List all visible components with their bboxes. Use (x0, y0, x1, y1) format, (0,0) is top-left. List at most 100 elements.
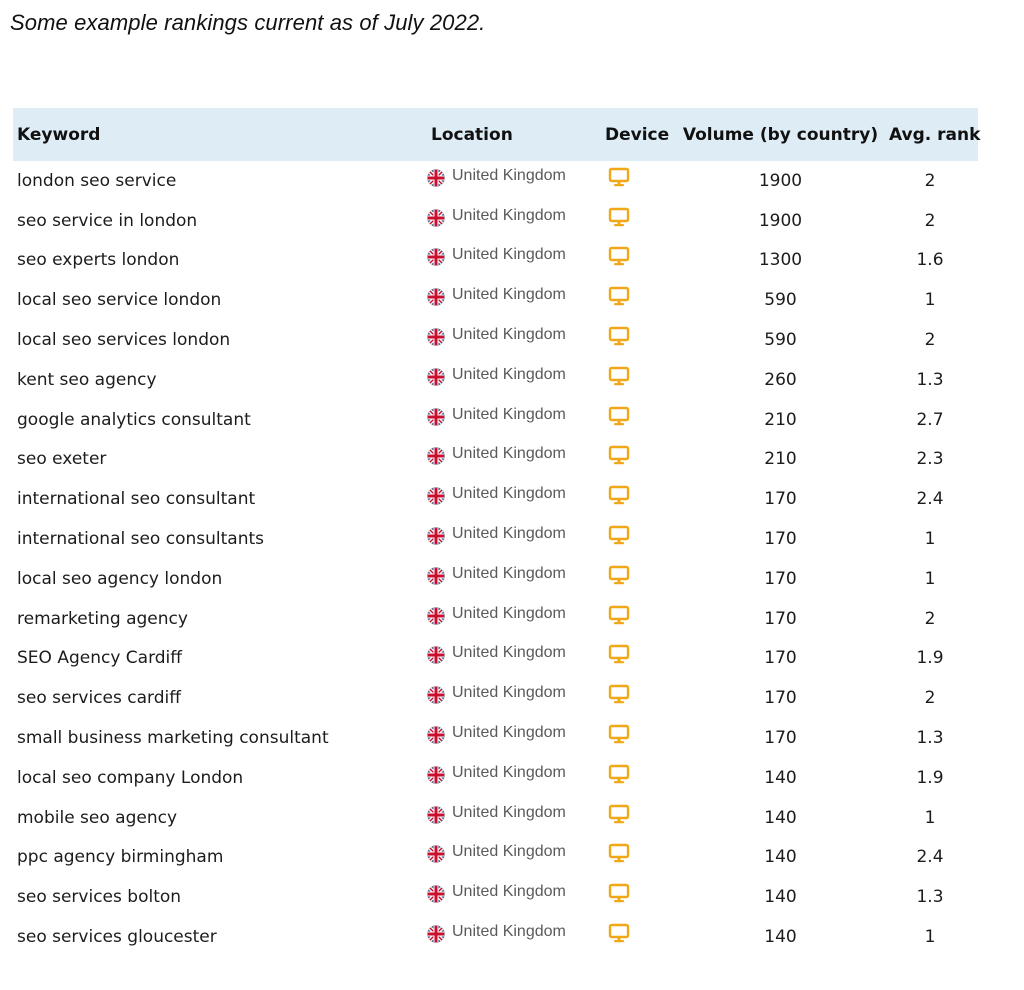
location-label: United Kingdom (452, 525, 566, 543)
location-cell: United Kingdom (426, 605, 601, 628)
table-row: seo service in london United Kingdom 1900 2 (13, 201, 978, 241)
desktop-monitor-icon (608, 366, 630, 386)
rank-cell: 2 (924, 210, 936, 231)
rank-cell: 2.4 (916, 847, 944, 868)
device-cell (601, 167, 679, 191)
desktop-monitor-icon (608, 287, 630, 306)
uk-flag-icon (427, 885, 445, 903)
volume-cell: 1900 (758, 210, 803, 231)
location-label: United Kingdom (452, 803, 566, 821)
keyword-cell: international seo consultants (17, 529, 264, 550)
location-cell: United Kingdom (426, 565, 601, 588)
device-cell (601, 525, 679, 549)
location-cell: United Kingdom (426, 883, 601, 906)
location-cell: United Kingdom (426, 246, 601, 269)
device-cell (601, 923, 679, 947)
desktop-monitor-icon (608, 884, 630, 903)
uk-flag-icon (427, 407, 445, 426)
device-cell (601, 446, 679, 469)
location-cell: United Kingdom (426, 684, 601, 707)
volume-cell: 170 (764, 728, 797, 749)
table-row: remarketing agency United Kingdom 170 2 (13, 599, 978, 639)
uk-flag-icon (427, 925, 445, 943)
uk-flag-icon (427, 567, 445, 585)
rank-cell: 2 (924, 608, 936, 629)
volume-cell: 590 (764, 330, 797, 351)
header-rank: Avg. rank (889, 124, 981, 145)
uk-flag-icon (427, 368, 445, 386)
device-cell (601, 605, 679, 629)
uk-flag-icon (427, 248, 445, 267)
table-row: seo exeter United Kingdom 210 2.3 (13, 440, 978, 480)
desktop-monitor-icon (608, 923, 630, 943)
volume-cell: 210 (764, 409, 797, 430)
device-cell (601, 326, 679, 350)
table-row: international seo consultant United Kingd… (13, 479, 978, 519)
volume-cell: 590 (764, 290, 797, 311)
uk-flag-icon (427, 447, 445, 466)
rank-cell: 2.3 (916, 449, 944, 470)
device-cell (601, 645, 679, 668)
keyword-cell: SEO Agency Cardiff (17, 648, 182, 669)
location-cell: United Kingdom (426, 406, 601, 429)
uk-flag-icon (427, 208, 445, 227)
header-volume: Volume (by country) (682, 124, 879, 145)
location-cell: United Kingdom (426, 764, 601, 787)
table-header: Keyword Location Device Volume (by count… (13, 108, 981, 161)
keyword-cell: kent seo agency (17, 369, 157, 390)
keyword-cell: mobile seo agency (17, 807, 178, 828)
location-label: United Kingdom (452, 644, 566, 662)
volume-cell: 140 (764, 807, 797, 828)
uk-flag-icon (427, 328, 445, 346)
location-cell: United Kingdom (426, 525, 601, 548)
device-cell (601, 207, 679, 231)
location-cell: United Kingdom (426, 207, 601, 230)
rank-cell: 1.6 (916, 250, 944, 271)
keyword-cell: international seo consultant (17, 489, 256, 510)
table-row: small business marketing consultant Unite… (13, 718, 978, 758)
volume-cell: 260 (764, 369, 797, 390)
desktop-monitor-icon (608, 207, 630, 226)
location-cell: United Kingdom (426, 167, 601, 190)
device-cell (601, 844, 679, 867)
table-row: local seo services london United Kingdom 5… (13, 320, 978, 360)
volume-cell: 170 (764, 568, 797, 589)
volume-cell: 170 (764, 489, 797, 510)
rank-cell: 1.3 (916, 887, 944, 908)
device-cell (601, 406, 679, 430)
rank-cell: 1.3 (916, 728, 944, 749)
device-cell (601, 804, 679, 828)
header-location: Location (431, 124, 513, 145)
volume-cell: 170 (764, 529, 797, 550)
table-row: seo services gloucester United Kingdom 140… (13, 917, 978, 957)
uk-flag-icon (427, 169, 445, 187)
header-keyword: Keyword (17, 124, 101, 145)
keyword-cell: local seo company London (17, 767, 244, 788)
location-label: United Kingdom (452, 286, 566, 304)
uk-flag-icon (427, 766, 445, 784)
uk-flag-icon (427, 686, 445, 704)
table-row: seo services bolton United Kingdom 140 1.3 (13, 877, 978, 917)
location-cell: United Kingdom (426, 644, 601, 667)
volume-cell: 140 (764, 847, 797, 868)
keyword-cell: seo exeter (17, 449, 107, 470)
location-label: United Kingdom (452, 485, 566, 503)
location-label: United Kingdom (452, 365, 566, 383)
desktop-monitor-icon (608, 804, 630, 823)
header-device: Device (605, 124, 670, 145)
location-cell: United Kingdom (426, 804, 601, 827)
location-cell: United Kingdom (426, 843, 601, 866)
device-cell (601, 287, 679, 310)
uk-flag-icon (427, 845, 445, 864)
device-cell (601, 486, 679, 509)
location-cell: United Kingdom (426, 485, 601, 508)
volume-cell: 140 (764, 767, 797, 788)
keyword-cell: seo experts london (17, 250, 180, 271)
rank-cell: 1 (924, 568, 936, 589)
table-row: local seo agency london United Kingdom 170… (13, 559, 978, 599)
location-label: United Kingdom (452, 604, 566, 622)
uk-flag-icon (427, 805, 445, 824)
desktop-monitor-icon (608, 167, 630, 187)
volume-cell: 210 (764, 449, 797, 470)
location-label: United Kingdom (452, 564, 566, 582)
